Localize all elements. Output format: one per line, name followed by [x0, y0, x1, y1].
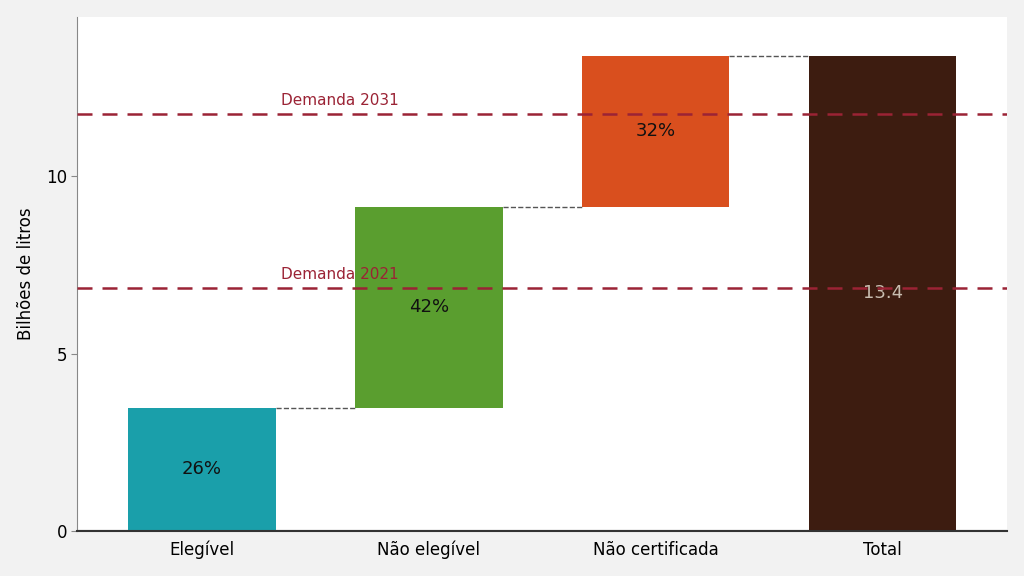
Text: 26%: 26% [182, 460, 222, 478]
Text: 42%: 42% [409, 298, 449, 316]
Y-axis label: Bilhões de litros: Bilhões de litros [16, 207, 35, 340]
Bar [809, 56, 956, 531]
Text: Demanda 2021: Demanda 2021 [282, 267, 399, 282]
Text: 13.4: 13.4 [862, 285, 902, 302]
Bar [355, 207, 503, 407]
Text: Demanda 2031: Demanda 2031 [282, 93, 399, 108]
Bar [128, 407, 275, 531]
Text: 32%: 32% [636, 123, 676, 141]
Bar [582, 56, 729, 207]
